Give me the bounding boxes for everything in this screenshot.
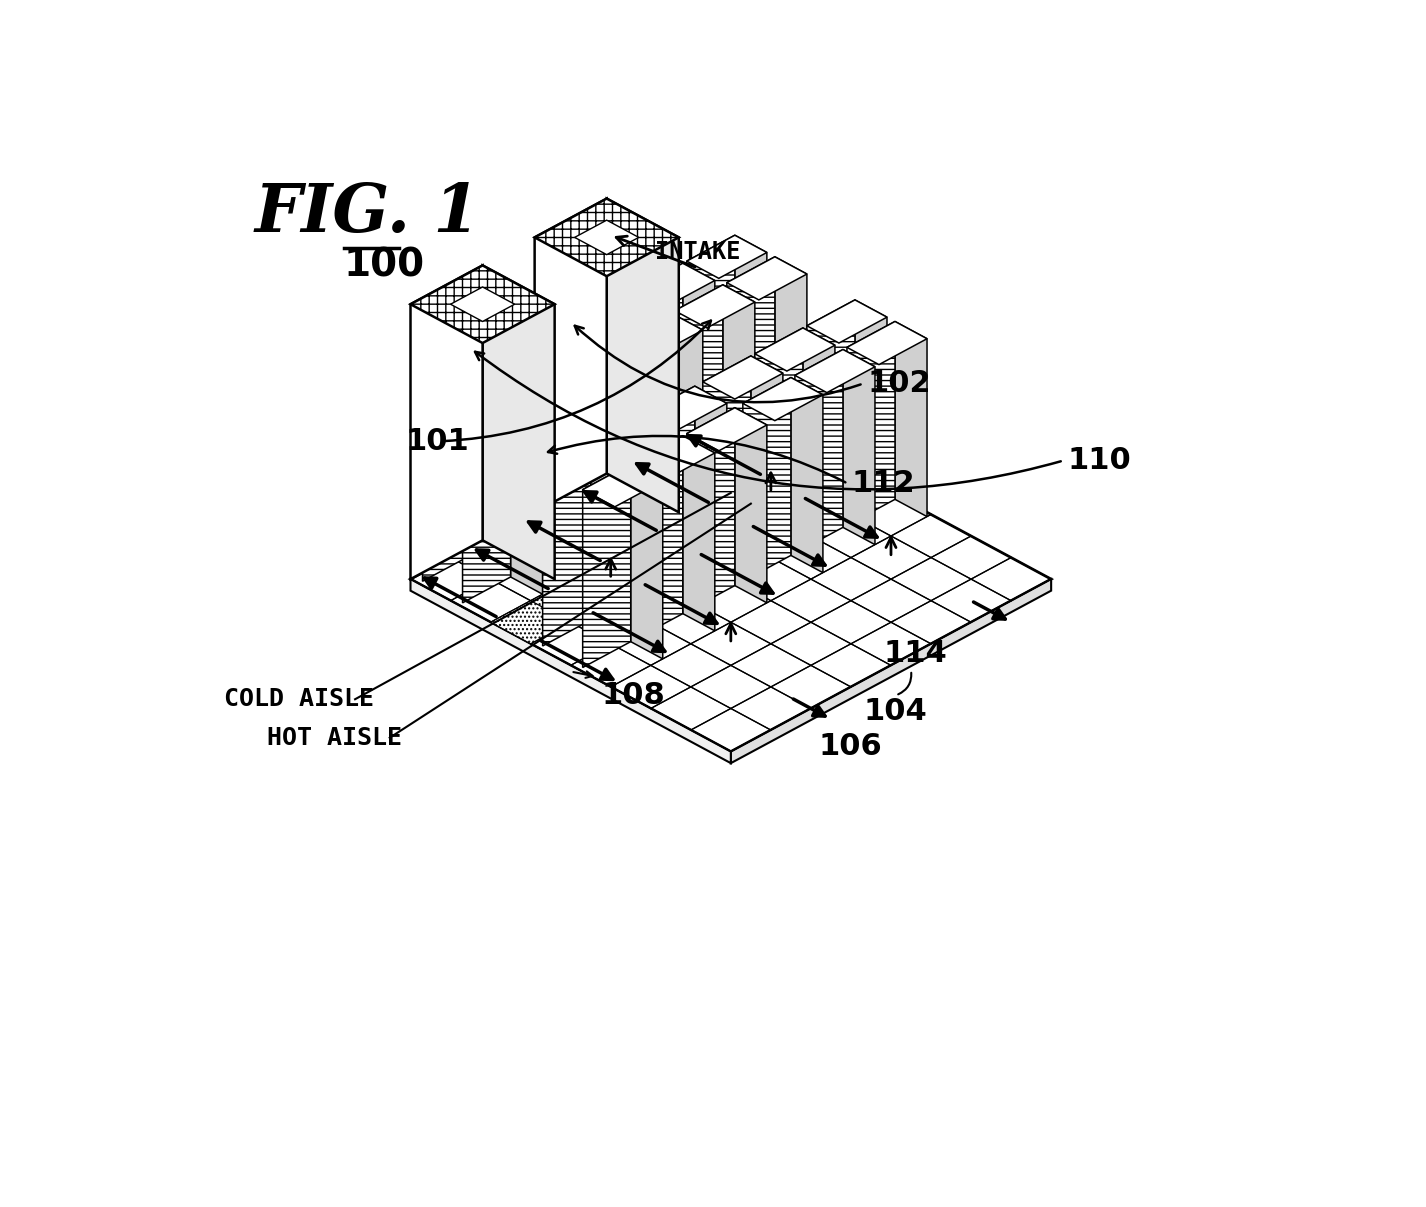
Polygon shape: [794, 350, 876, 392]
Polygon shape: [583, 291, 630, 495]
Polygon shape: [674, 285, 754, 328]
Polygon shape: [491, 536, 690, 643]
Polygon shape: [575, 321, 606, 517]
Polygon shape: [643, 414, 674, 610]
Polygon shape: [803, 328, 836, 523]
Polygon shape: [515, 371, 595, 414]
Polygon shape: [411, 266, 482, 579]
Polygon shape: [566, 343, 647, 386]
Polygon shape: [734, 408, 767, 602]
Polygon shape: [462, 400, 543, 442]
Polygon shape: [475, 350, 522, 553]
Polygon shape: [583, 291, 663, 334]
Polygon shape: [687, 235, 734, 439]
Polygon shape: [743, 378, 791, 582]
Polygon shape: [522, 350, 555, 544]
Polygon shape: [687, 235, 767, 279]
Polygon shape: [535, 199, 606, 512]
Polygon shape: [451, 287, 515, 321]
Polygon shape: [635, 263, 683, 467]
Text: 108: 108: [602, 681, 665, 710]
Polygon shape: [630, 463, 663, 659]
Polygon shape: [843, 350, 876, 544]
Polygon shape: [687, 408, 734, 612]
Polygon shape: [743, 378, 823, 421]
Polygon shape: [606, 199, 679, 512]
Text: 102: 102: [867, 369, 931, 398]
Polygon shape: [623, 313, 670, 517]
Polygon shape: [791, 378, 823, 572]
Polygon shape: [734, 235, 767, 431]
Polygon shape: [615, 343, 647, 538]
Polygon shape: [694, 386, 727, 582]
Polygon shape: [411, 407, 1051, 752]
Text: 101: 101: [405, 427, 469, 456]
Polygon shape: [411, 579, 732, 763]
Polygon shape: [526, 321, 575, 525]
Polygon shape: [650, 450, 851, 558]
Polygon shape: [422, 378, 471, 582]
Polygon shape: [526, 321, 606, 365]
Polygon shape: [422, 378, 502, 421]
Text: 106: 106: [819, 731, 883, 760]
Polygon shape: [647, 386, 694, 590]
Polygon shape: [732, 579, 1051, 763]
Polygon shape: [543, 442, 590, 646]
Polygon shape: [856, 299, 887, 495]
Polygon shape: [703, 356, 783, 400]
Text: FIG. 1: FIG. 1: [255, 181, 481, 246]
Polygon shape: [752, 356, 783, 552]
Polygon shape: [462, 400, 511, 602]
Polygon shape: [575, 220, 639, 255]
Polygon shape: [583, 463, 630, 667]
Polygon shape: [683, 436, 714, 631]
Polygon shape: [590, 442, 623, 637]
Polygon shape: [727, 257, 807, 299]
Polygon shape: [515, 371, 563, 575]
Polygon shape: [563, 371, 595, 566]
Polygon shape: [583, 463, 663, 507]
Polygon shape: [566, 343, 615, 547]
Polygon shape: [647, 386, 727, 430]
Polygon shape: [635, 436, 714, 479]
Polygon shape: [774, 257, 807, 451]
Polygon shape: [674, 285, 723, 489]
Polygon shape: [896, 321, 927, 517]
Text: 100: 100: [344, 246, 425, 285]
Polygon shape: [543, 442, 623, 485]
Text: COLD AISLE: COLD AISLE: [224, 687, 374, 711]
Polygon shape: [535, 199, 679, 276]
Polygon shape: [471, 378, 502, 572]
Text: 110: 110: [1067, 447, 1131, 476]
Text: HOT AISLE: HOT AISLE: [267, 725, 402, 750]
Polygon shape: [754, 328, 803, 532]
Polygon shape: [511, 400, 543, 594]
Polygon shape: [794, 350, 843, 553]
Polygon shape: [703, 356, 752, 560]
Polygon shape: [482, 266, 555, 579]
Polygon shape: [807, 299, 856, 503]
Polygon shape: [475, 350, 555, 392]
Text: 104: 104: [864, 696, 927, 725]
Polygon shape: [595, 414, 643, 618]
Polygon shape: [847, 321, 927, 365]
Polygon shape: [754, 328, 836, 371]
Polygon shape: [670, 313, 703, 508]
Polygon shape: [411, 266, 555, 343]
Polygon shape: [847, 321, 896, 525]
Polygon shape: [635, 436, 683, 640]
Text: 112: 112: [851, 470, 915, 498]
Polygon shape: [807, 299, 887, 343]
Polygon shape: [683, 263, 714, 459]
Polygon shape: [630, 291, 663, 486]
Polygon shape: [635, 263, 714, 307]
Text: INTAKE: INTAKE: [655, 240, 740, 264]
Polygon shape: [623, 313, 703, 356]
Polygon shape: [723, 285, 754, 480]
Text: 114: 114: [884, 640, 947, 669]
Polygon shape: [595, 414, 674, 457]
Polygon shape: [727, 257, 774, 461]
Polygon shape: [687, 408, 767, 451]
